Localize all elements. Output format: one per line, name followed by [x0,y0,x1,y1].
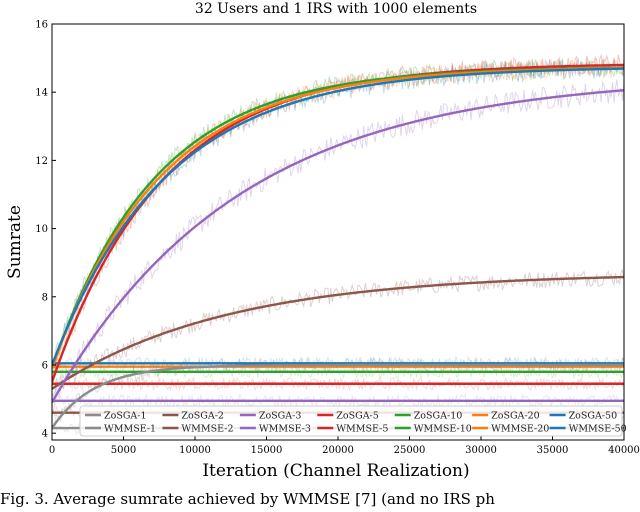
x-tick-label: 25000 [394,445,426,456]
legend-label-wmmse-2: WMMSE-2 [181,423,233,434]
legend-label-zosga-10: ZoSGA-10 [414,410,463,421]
y-tick-label: 10 [35,224,48,235]
y-tick-label: 16 [35,20,48,31]
y-axis-label: Sumrate [5,205,25,279]
axis-ticks: 0 5000 10000 15000 20000 25000 30000 35000 40000… [35,20,640,457]
chart-title: 32 Users and 1 IRS with 1000 elements [195,1,477,17]
series-line-zosga-50 [52,67,624,366]
noise-band-zosga-20 [52,58,624,377]
x-tick-label: 10000 [179,445,211,456]
noise-band-zosga-3 [52,79,624,414]
y-tick-label: 14 [35,88,48,99]
x-tick-label: 30000 [465,445,497,456]
legend: ZoSGA-1 ZoSGA-2 ZoSGA-3 ZoSGA-5 ZoSGA-10 ZoSG… [79,405,627,437]
x-tick-label: 0 [49,445,55,456]
series-line-zosga-20 [52,66,624,369]
series-line-zosga-2 [52,275,624,390]
y-tick-label: 6 [42,360,48,371]
figure-caption: Fig. 3. Average sumrate achieved by WMMS… [0,490,495,508]
x-tick-label: 5000 [111,445,136,456]
legend-label-wmmse-5: WMMSE-5 [336,423,388,434]
x-axis-label: Iteration (Channel Realization) [202,461,469,481]
y-tick-label: 8 [42,292,48,303]
y-tick-label: 12 [35,156,48,167]
series-line-zosga-10 [52,66,624,369]
series-line-zosga-3 [52,89,624,404]
noise-band-wmmse-10 [52,364,624,380]
legend-label-wmmse-20: WMMSE-20 [491,423,549,434]
legend-label-zosga-20: ZoSGA-20 [491,410,540,421]
legend-label-wmmse-10: WMMSE-10 [414,423,472,434]
noise-band-zosga-5 [52,53,624,388]
legend-label-wmmse-1: WMMSE-1 [104,423,156,434]
legend-label-wmmse-50: WMMSE-50 [569,423,627,434]
legend-label-zosga-2: ZoSGA-2 [181,410,224,421]
x-tick-label: 15000 [251,445,283,456]
series-line-zosga-1 [52,363,624,429]
noise-band-wmmse-50 [52,355,624,372]
x-tick-label: 40000 [608,445,640,456]
legend-label-zosga-50: ZoSGA-50 [569,410,618,421]
x-tick-label: 20000 [322,445,354,456]
series-line-zosga-5 [52,63,624,383]
noise-band-zosga-2 [52,268,624,397]
legend-label-wmmse-3: WMMSE-3 [259,423,311,434]
legend-label-zosga-5: ZoSGA-5 [336,410,379,421]
noise-band-zosga-50 [52,57,624,371]
plot-area [52,53,624,436]
y-tick-label: 4 [42,429,48,440]
legend-label-zosga-3: ZoSGA-3 [259,410,302,421]
x-tick-label: 35000 [537,445,569,456]
legend-label-zosga-1: ZoSGA-1 [104,410,147,421]
